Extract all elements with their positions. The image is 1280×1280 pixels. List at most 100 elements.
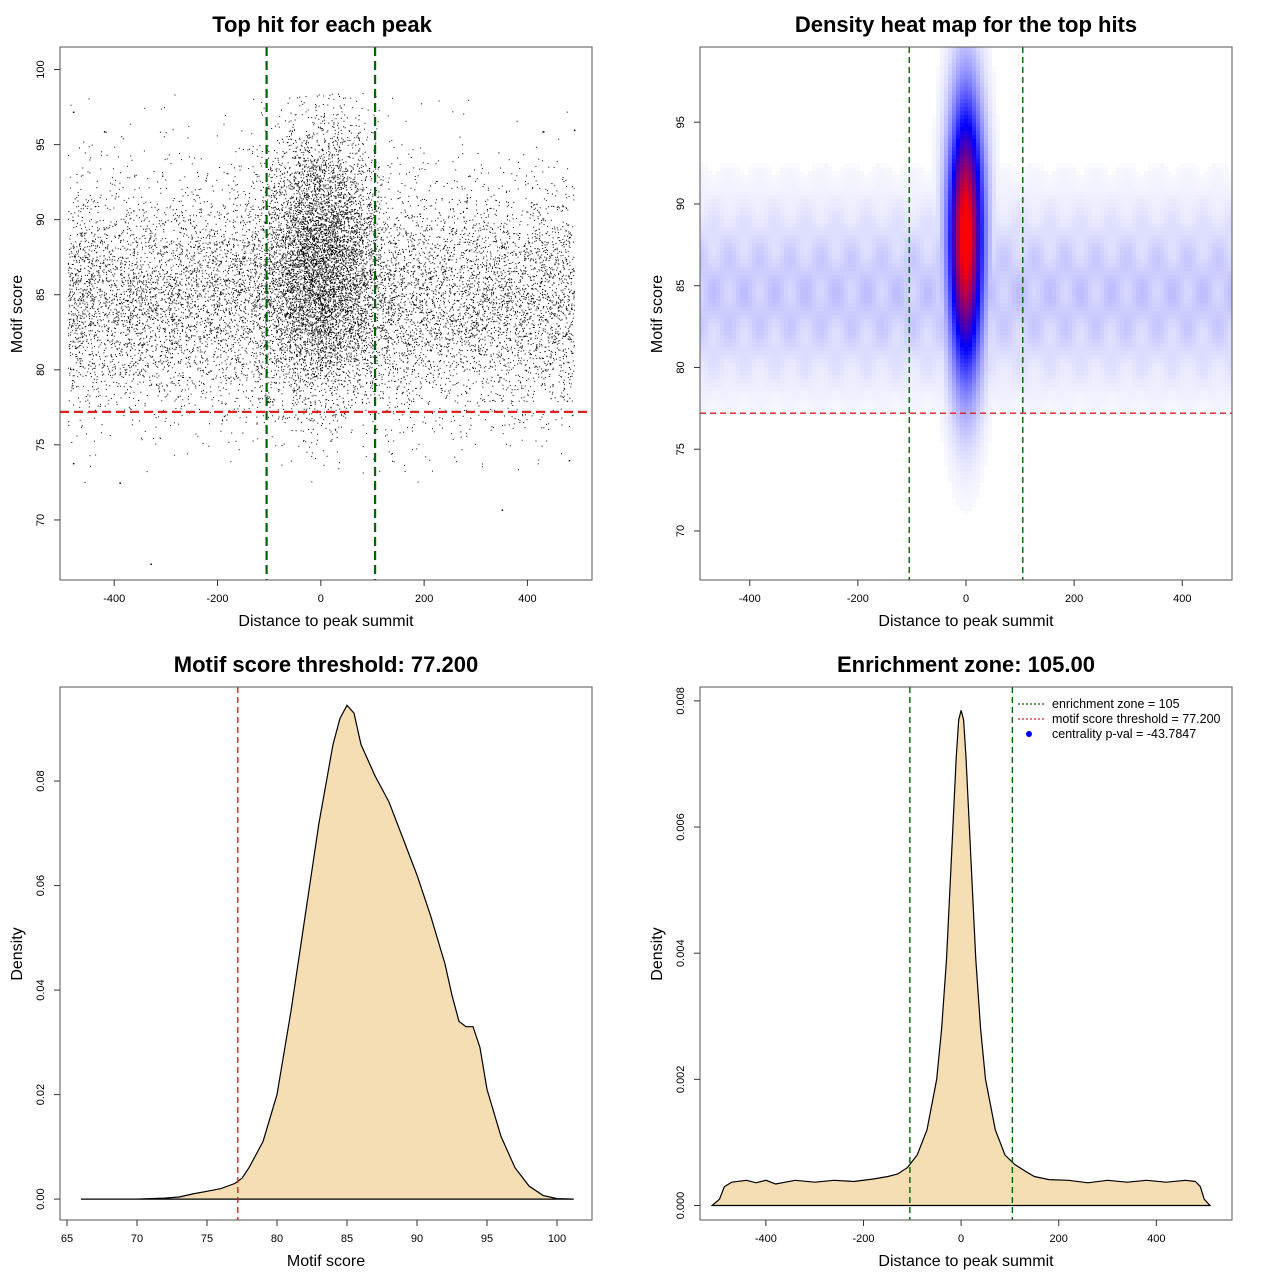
heatmap-cell (784, 271, 788, 275)
heatmap-cell (720, 335, 724, 339)
heatmap-cell (884, 267, 888, 271)
heatmap-cell (788, 211, 792, 215)
heatmap-cell (960, 339, 964, 343)
heatmap-cell (800, 339, 804, 343)
heatmap-cell (960, 183, 964, 187)
heatmap-cell (804, 387, 808, 391)
heatmap-cell (968, 223, 972, 227)
heatmap-cell (740, 263, 744, 267)
heatmap-cell (968, 431, 972, 435)
heatmap-cell (768, 299, 772, 303)
heatmap-cell (944, 455, 948, 459)
heatmap-cell (964, 303, 968, 307)
heatmap-cell (804, 195, 808, 199)
heatmap-cell (792, 319, 796, 323)
heatmap-cell (832, 319, 836, 323)
heatmap-cell (876, 307, 880, 311)
heatmap-cell (840, 343, 844, 347)
heatmap-cell (856, 171, 860, 175)
heatmap-cell (944, 339, 948, 343)
heatmap-cell (828, 215, 832, 219)
heatmap-cell (824, 227, 828, 231)
heatmap-cell (968, 479, 972, 483)
heatmap-cell (956, 395, 960, 399)
heatmap-cell (712, 387, 716, 391)
heatmap-cell (884, 359, 888, 363)
heatmap-cell (916, 175, 920, 179)
heatmap-cell (976, 259, 980, 263)
heatmap-cell (744, 255, 748, 259)
heatmap-cell (768, 391, 772, 395)
heatmap-cell (964, 115, 968, 119)
heatmap-cell (948, 155, 952, 159)
heatmap-cell (852, 167, 856, 171)
heatmap-cell (964, 71, 968, 75)
heatmap-cell (820, 379, 824, 383)
heatmap-cell (972, 179, 976, 183)
heatmap-cell (728, 163, 732, 167)
heatmap-cell (920, 287, 924, 291)
heatmap-cell (700, 195, 704, 199)
heatmap-cell (864, 391, 868, 395)
heatmap-cell (936, 263, 940, 267)
heatmap-cell (872, 403, 876, 407)
heatmap-cell (772, 399, 776, 403)
heatmap-cell (876, 247, 880, 251)
heatmap-cell (940, 339, 944, 343)
heatmap-cell (792, 379, 796, 383)
heatmap-cell (900, 235, 904, 239)
heatmap-cell (756, 383, 760, 387)
heatmap-cell (844, 331, 848, 335)
heatmap-cell (800, 183, 804, 187)
heatmap-cell (968, 319, 972, 323)
heatmap-cell (800, 175, 804, 179)
heatmap-cell (736, 179, 740, 183)
heatmap-cell (884, 351, 888, 355)
heatmap-cell (948, 99, 952, 103)
heatmap-cell (760, 243, 764, 247)
heatmap-cell (880, 359, 884, 363)
heatmap-cell (964, 67, 968, 71)
heatmap-cell (980, 111, 984, 115)
heatmap-cell (952, 47, 956, 51)
heatmap-cell (856, 267, 860, 271)
heatmap-cell (832, 279, 836, 283)
heatmap-cell (792, 395, 796, 399)
heatmap-cell (940, 227, 944, 231)
heatmap-cell (752, 175, 756, 179)
heatmap-cell (948, 443, 952, 447)
heatmap-cell (920, 247, 924, 251)
heatmap-cell (712, 243, 716, 247)
heatmap-cell (964, 467, 968, 471)
heatmap-cell (956, 419, 960, 423)
heatmap-cell (948, 251, 952, 255)
heatmap-cell (920, 323, 924, 327)
heatmap-cell (744, 251, 748, 255)
heatmap-cell (936, 155, 940, 159)
heatmap-cell (792, 387, 796, 391)
heatmap-cell (816, 227, 820, 231)
heatmap-cell (948, 115, 952, 119)
heatmap-cell (944, 347, 948, 351)
heatmap-cell (848, 247, 852, 251)
heatmap-cell (780, 299, 784, 303)
heatmap-cell (764, 223, 768, 227)
heatmap-cell (804, 187, 808, 191)
heatmap-cell (960, 351, 964, 355)
heatmap-cell (768, 383, 772, 387)
heatmap-cell (952, 379, 956, 383)
heatmap-cell (740, 395, 744, 399)
heatmap-cell (768, 195, 772, 199)
heatmap-cell (972, 47, 976, 51)
heatmap-cell (852, 307, 856, 311)
heatmap-cell (832, 211, 836, 215)
heatmap-cell (828, 203, 832, 207)
heatmap-cell (860, 267, 864, 271)
heatmap-cell (964, 375, 968, 379)
heatmap-cell (812, 219, 816, 223)
heatmap-cell (872, 363, 876, 367)
heatmap-cell (948, 163, 952, 167)
heatmap-cell (868, 359, 872, 363)
heatmap-cell (804, 335, 808, 339)
heatmap-cell (720, 403, 724, 407)
